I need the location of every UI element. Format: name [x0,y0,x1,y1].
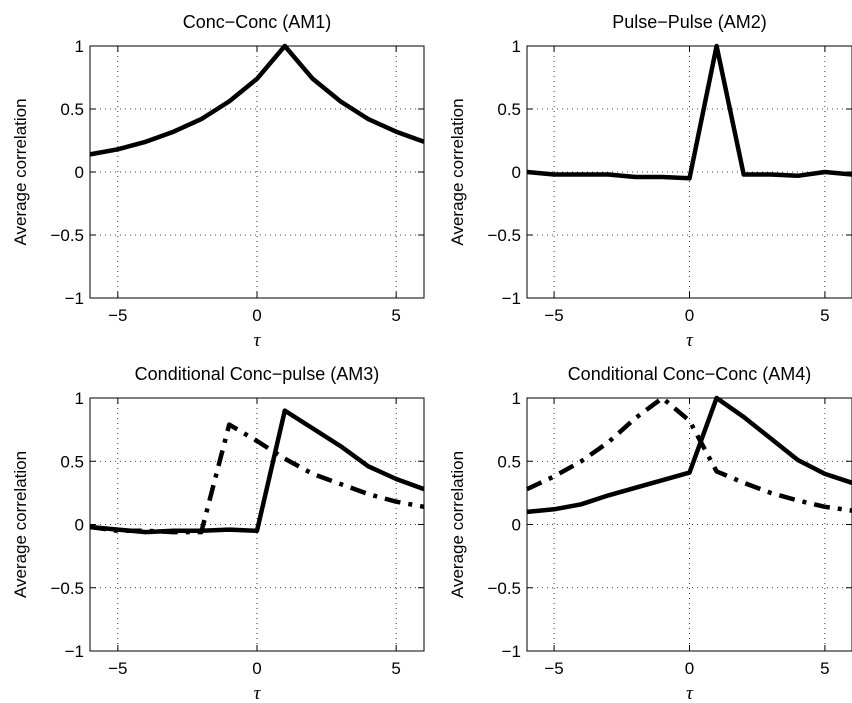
y-tick-label: 0 [512,516,521,535]
y-tick-label: 0.5 [497,100,521,119]
x-tick-label: 0 [685,659,694,678]
y-tick-label: 1 [512,37,521,56]
y-tick-label: 0 [75,516,84,535]
x-axis-label: τ [686,330,694,351]
chart-title: Pulse−Pulse (AM2) [612,12,767,32]
series-line-solid [89,43,425,157]
y-tick-label: −1 [65,289,84,308]
x-tick-label: 5 [820,659,829,678]
y-axis-label: Average correlation [11,451,30,598]
y-axis-label: Average correlation [448,98,467,245]
y-tick-label: −1 [65,642,84,661]
y-tick-label: −0.5 [487,579,521,598]
y-axis-label: Average correlation [448,451,467,598]
y-tick-label: 0.5 [497,452,521,471]
y-axis-label: Average correlation [11,98,30,245]
x-axis-label: τ [254,330,262,351]
y-tick-label: 0 [75,163,84,182]
subplot-am2: −5 0 5 −1 −0.5 0 0.5 1 Pulse−Pulse (AM2) τ Average… [448,12,852,351]
subplot-am1: −5 0 5 −1 −0.5 0 0.5 1 Conc−Conc (AM1) τ Average c… [11,12,425,351]
x-tick-label: 5 [820,306,829,325]
y-tick-label: −0.5 [50,226,84,245]
y-tick-label: 1 [512,389,521,408]
x-tick-label: 5 [391,659,400,678]
y-tick-label: 1 [75,37,84,56]
y-tick-label: 0.5 [60,100,84,119]
chart-title: Conditional Conc−Conc (AM4) [568,364,812,384]
chart-title: Conc−Conc (AM1) [183,12,332,32]
series-line-solid [526,395,852,515]
y-tick-label: 1 [75,389,84,408]
chart-title: Conditional Conc−pulse (AM3) [135,364,380,384]
x-tick-label: 0 [252,659,261,678]
x-tick-label: 0 [685,306,694,325]
subplot-am4: −5 0 5 −1 −0.5 0 0.5 1 Conditional Conc−Conc (AM… [448,364,852,703]
series-line-solid [89,408,425,535]
x-tick-label: −5 [544,306,563,325]
series-line-dashdot [526,395,852,513]
series-line-solid [526,43,852,181]
y-tick-label: −0.5 [50,579,84,598]
subplot-am3: −5 0 5 −1 −0.5 0 0.5 1 Conditional Conc−pulse (A… [11,364,425,703]
x-tick-label: −5 [108,306,127,325]
x-tick-label: −5 [108,659,127,678]
y-tick-label: −1 [502,642,521,661]
x-tick-label: 0 [252,306,261,325]
y-tick-label: −0.5 [487,226,521,245]
y-tick-label: 0.5 [60,452,84,471]
series-line-dashdot [89,422,425,535]
y-tick-label: −1 [502,289,521,308]
x-tick-label: 5 [391,306,400,325]
y-tick-label: 0 [512,163,521,182]
x-axis-label: τ [254,683,262,703]
x-axis-label: τ [686,683,694,703]
x-tick-label: −5 [544,659,563,678]
